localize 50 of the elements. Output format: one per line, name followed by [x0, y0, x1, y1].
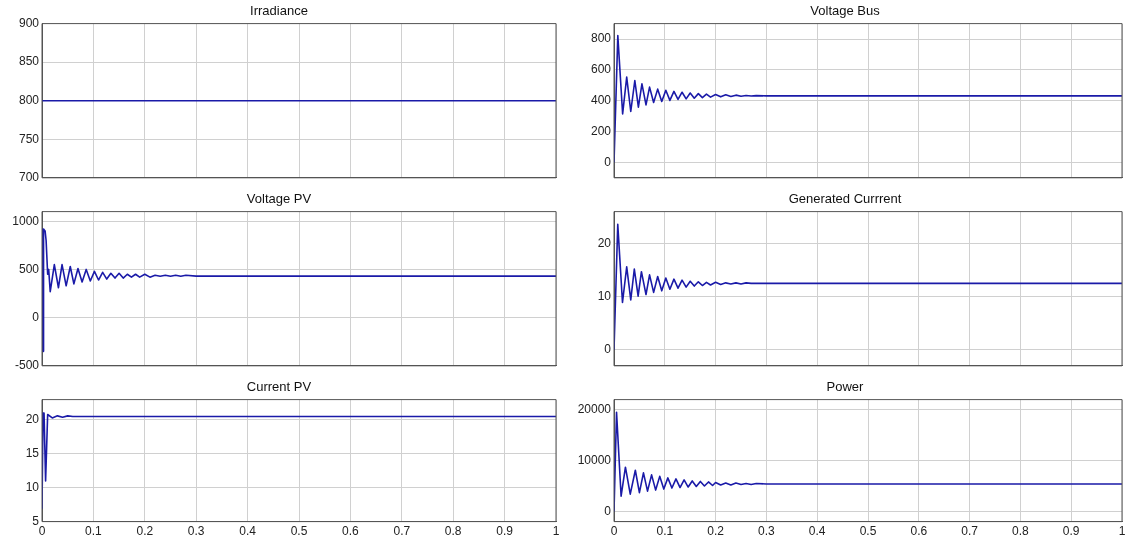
x-tick-label: 0.7	[393, 524, 411, 539]
x-tick-label: 0.1	[656, 524, 674, 539]
x-tick-label: 0.3	[187, 524, 205, 539]
y-tick-label: 10	[25, 480, 40, 495]
chart-title: Voltage PV	[246, 191, 312, 207]
y-tick-label: 15	[25, 446, 40, 461]
y-tick-label: 20000	[577, 402, 612, 417]
x-tick-label: 1	[552, 524, 560, 539]
chart-title: Generated Currrent	[788, 191, 902, 207]
x-tick-label: 0.5	[859, 524, 877, 539]
x-tick-label: 0.9	[496, 524, 514, 539]
x-tick-label: 0.8	[444, 524, 462, 539]
x-tick-label: 0.1	[85, 524, 103, 539]
y-tick-label: 200	[590, 123, 612, 138]
y-tick-label: 800	[590, 31, 612, 46]
y-tick-label: 1000	[12, 213, 40, 228]
y-tick-label: 5	[32, 513, 40, 528]
y-tick-label: 0	[604, 342, 612, 357]
y-tick-label: 700	[18, 170, 40, 185]
y-tick-label: 500	[18, 261, 40, 276]
chart-title: Irradiance	[250, 3, 308, 19]
y-tick-label: -500	[14, 358, 40, 373]
x-tick-label: 0.2	[136, 524, 154, 539]
x-tick-label: 0.3	[758, 524, 776, 539]
y-tick-label: 400	[590, 93, 612, 108]
x-tick-label: 0.6	[342, 524, 360, 539]
y-tick-label: 20	[597, 235, 612, 250]
chart-title: Current PV	[246, 379, 312, 395]
y-tick-label: 900	[18, 15, 40, 30]
y-tick-label: 850	[18, 54, 40, 69]
y-tick-label: 0	[604, 503, 612, 518]
chart-title: Voltage Bus	[810, 3, 881, 19]
chart-title: Power	[826, 379, 865, 395]
y-tick-label: 10000	[577, 452, 612, 467]
x-tick-label: 0.6	[910, 524, 928, 539]
x-tick-label: 0.7	[961, 524, 979, 539]
y-tick-label: 0	[604, 154, 612, 169]
x-tick-label: 1	[1118, 524, 1126, 539]
y-tick-label: 750	[18, 131, 40, 146]
x-tick-label: 0.9	[1062, 524, 1080, 539]
y-tick-label: 20	[25, 412, 40, 427]
x-tick-label: 0.4	[239, 524, 257, 539]
x-tick-label: 0.8	[1012, 524, 1030, 539]
y-tick-label: 0	[32, 309, 40, 324]
y-tick-label: 800	[18, 93, 40, 108]
x-tick-label: 0.4	[808, 524, 826, 539]
y-tick-label: 600	[590, 62, 612, 77]
y-tick-label: 10	[597, 288, 612, 303]
x-tick-label: 0.2	[707, 524, 725, 539]
x-tick-label: 0.5	[290, 524, 308, 539]
